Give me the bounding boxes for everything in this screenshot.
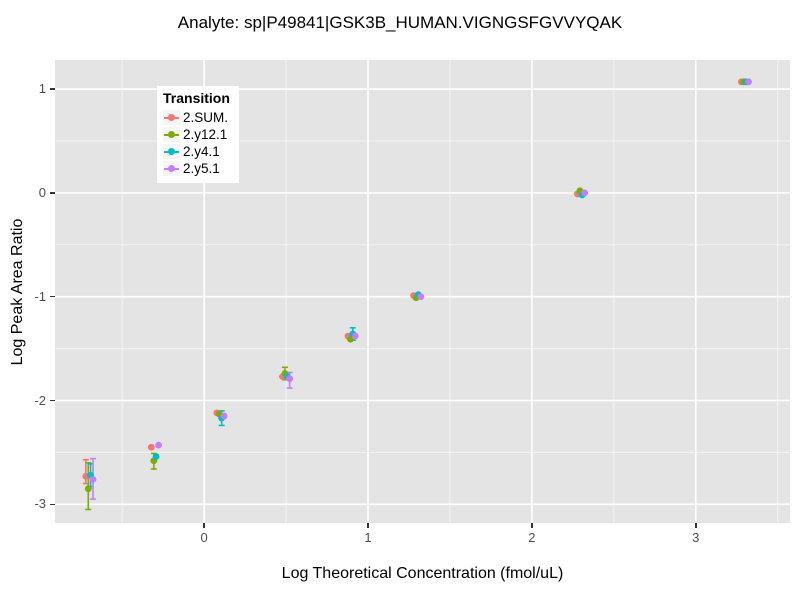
y-tick-mark (50, 88, 55, 90)
y-tick-mark (50, 192, 55, 194)
data-point (581, 189, 589, 197)
x-tick-label: 0 (200, 530, 208, 545)
y-tick-label: 0 (38, 184, 46, 200)
data-point (351, 332, 359, 340)
x-tick-label: 1 (364, 530, 372, 545)
y-tick-label: -2 (34, 392, 46, 408)
x-tick-label: 3 (692, 530, 700, 545)
y-tick-mark (50, 399, 55, 402)
x-axis-title: Log Theoretical Concentration (fmol/uL) (281, 565, 564, 582)
data-point (152, 453, 160, 460)
data-point (745, 78, 752, 86)
legend-label: 2.y5.1 (183, 161, 220, 176)
legend-title: Transition (163, 90, 230, 106)
y-tick-mark (50, 295, 55, 298)
legend-label: 2.SUM. (183, 110, 229, 125)
legend-entries: 2.SUM. 2.y12.1 2.y4.1 2.y5.1 (163, 109, 230, 177)
legend-label: 2.y4.1 (183, 144, 220, 159)
legend-entry: 2.y12.1 (163, 126, 230, 143)
plot-canvas (55, 60, 790, 523)
data-point (147, 443, 155, 451)
x-tick-mark (531, 523, 533, 528)
legend-pointrange-icon (163, 127, 180, 142)
y-axis-title: Log Peak Area Ratio (9, 218, 26, 366)
data-point (155, 441, 162, 449)
y-tick-label: 1 (38, 81, 46, 97)
y-tick-mark (50, 503, 55, 506)
x-tick-mark (203, 523, 205, 528)
legend-entry: 2.y4.1 (163, 143, 230, 160)
legend-entry: 2.SUM. (163, 109, 230, 126)
legend-label: 2.y12.1 (183, 127, 228, 142)
legend-pointrange-icon (163, 110, 180, 125)
x-tick-mark (367, 523, 369, 528)
plot-title: Analyte: sp|P49841|GSK3B_HUMAN.VIGNGSFGV… (177, 13, 623, 32)
data-point (89, 475, 97, 483)
data-point (286, 375, 294, 383)
data-point (84, 485, 92, 493)
data-point (220, 412, 228, 420)
y-tick-label: -1 (34, 288, 46, 304)
data-point (417, 293, 425, 301)
x-tick-mark (695, 523, 697, 528)
legend-pointrange-icon (163, 144, 180, 159)
y-tick-label: -3 (34, 496, 46, 512)
legend-entry: 2.y5.1 (163, 160, 230, 177)
legend: Transition 2.SUM. 2.y12.1 2.y4.1 2.y5.1 (157, 86, 239, 183)
x-tick-label: 2 (528, 530, 536, 545)
legend-pointrange-icon (163, 161, 180, 176)
